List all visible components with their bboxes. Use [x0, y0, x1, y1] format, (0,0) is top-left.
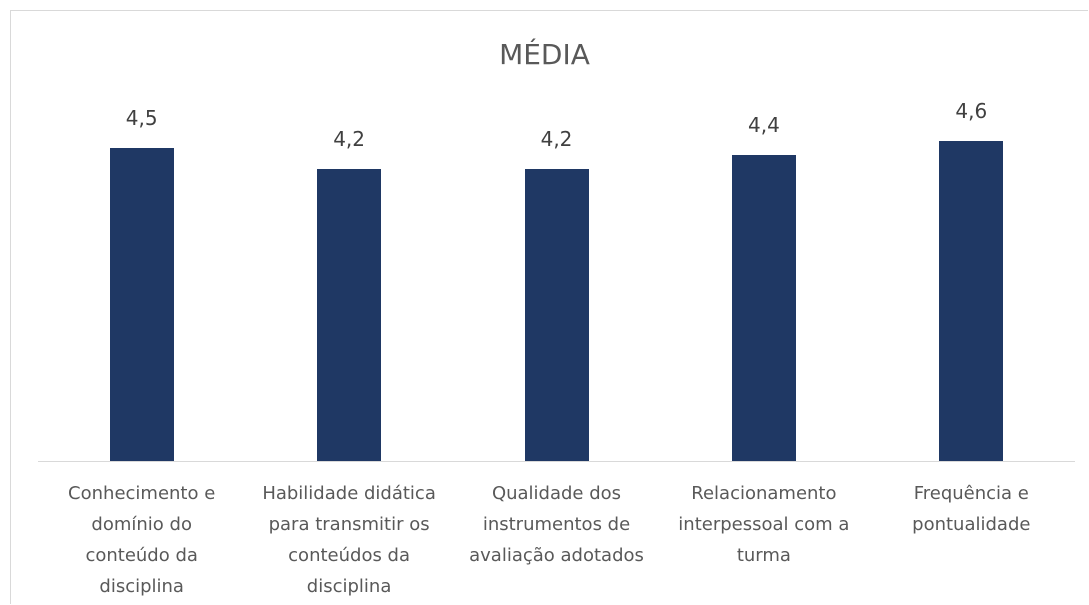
chart-title: MÉDIA: [499, 38, 590, 71]
x-tick-label: Frequência e pontualidade: [912, 483, 1031, 535]
data-label: 4,4: [747, 112, 780, 137]
x-tick-label: Relacionamento interpessoal com a turma: [678, 483, 850, 566]
bar: [524, 168, 589, 461]
data-label: 4,6: [955, 99, 988, 123]
bar: [939, 141, 1004, 461]
data-label: 4,5: [125, 105, 158, 130]
bar: [109, 147, 174, 461]
bar: [317, 168, 382, 461]
bar: [731, 154, 796, 461]
x-axis: [38, 461, 1075, 462]
data-label: 4,2: [333, 126, 365, 151]
x-tick-label: Qualidade dos instrumentos de avaliação …: [469, 483, 644, 566]
x-tick-label: Habilidade didática para transmitir os c…: [262, 483, 436, 597]
data-label: 4,2: [540, 126, 573, 151]
chart: [10, 10, 1088, 604]
x-tick-label: Conhecimento e domínio do conteúdo da di…: [68, 483, 216, 597]
